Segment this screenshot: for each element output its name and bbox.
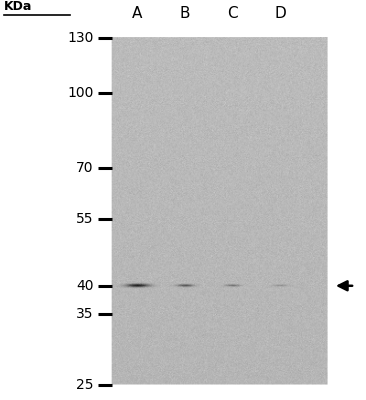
- Text: C: C: [227, 6, 238, 21]
- Text: 25: 25: [76, 378, 93, 392]
- Text: 40: 40: [76, 279, 93, 293]
- Text: 70: 70: [76, 161, 93, 175]
- Text: 100: 100: [67, 86, 93, 100]
- Text: 130: 130: [67, 31, 93, 45]
- Text: B: B: [180, 6, 190, 21]
- Text: 55: 55: [76, 212, 93, 226]
- Text: D: D: [274, 6, 286, 21]
- Text: 35: 35: [76, 307, 93, 321]
- Text: KDa: KDa: [4, 0, 32, 13]
- Text: A: A: [132, 6, 142, 21]
